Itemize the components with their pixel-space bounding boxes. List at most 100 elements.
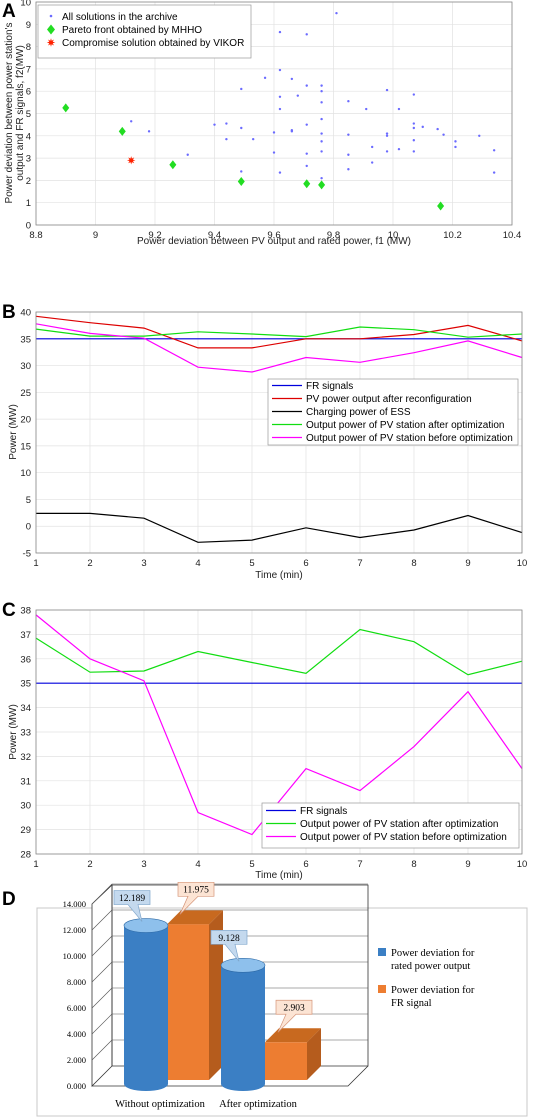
- y-tick-label: 8: [26, 42, 31, 53]
- bar-front-fr: [167, 924, 209, 1080]
- y-tick-label: 10.000: [63, 951, 86, 961]
- series-line-ess: [36, 512, 523, 543]
- panel-a: A 8.8 9 9.2 9.4 9.6 9.8 10 10.2 10.4 0 1 2 3 4 5 6 7 8 9 10…: [2, 0, 521, 247]
- x-tick-label: 9: [93, 230, 98, 241]
- data-label-callout-rated: [210, 929, 248, 962]
- x-tick-label: 9.2: [148, 230, 161, 241]
- data-label-callout-fr: [177, 881, 215, 915]
- side-gridline: [91, 1013, 113, 1035]
- y-tick-label: 10: [20, 0, 31, 9]
- y-tick-label: 35: [20, 679, 31, 690]
- pareto-point: [437, 201, 445, 211]
- archive-point: [278, 68, 282, 72]
- archive-point: [305, 152, 308, 155]
- archive-point: [442, 133, 445, 136]
- archive-point: [240, 87, 243, 91]
- bar-top-rated: [220, 958, 266, 973]
- side-gridline: [91, 987, 113, 1009]
- archive-point: [290, 130, 294, 133]
- archive-point: [278, 107, 282, 111]
- archive-point: [347, 153, 350, 156]
- archive-point: [240, 170, 243, 173]
- y-tick-label: 5: [26, 109, 31, 120]
- y-tick-label: 8.000: [67, 977, 86, 987]
- plot-frame: [35, 609, 523, 855]
- plot-frame: [35, 1, 513, 226]
- archive-point: [305, 123, 308, 126]
- series-line-before: [35, 614, 523, 836]
- legend: Power deviation for rated power output P…: [378, 948, 475, 1009]
- data-label-rated: 9.128: [218, 934, 240, 944]
- y-tick-label: 15: [20, 441, 31, 452]
- bar-top-fr: [167, 910, 223, 925]
- side-gridline: [91, 909, 113, 931]
- legend-label-before: Output power of PV station before optimi…: [306, 433, 513, 444]
- y-tick-label: 29: [20, 825, 31, 836]
- y-tick-label: 35: [20, 334, 31, 345]
- axis-ticks: 8.8 9 9.2 9.4 9.6 9.8 10 10.2 10.4 0 1 2 3 4 5 6 7 8 9 10: [20, 0, 521, 241]
- legend-label-fr-line-1: Power deviation for: [391, 985, 475, 996]
- legend-label-after: Output power of PV station after optimiz…: [306, 420, 504, 431]
- pareto-point: [62, 103, 70, 113]
- archive-point: [278, 30, 282, 34]
- legend-label-fr: FR signals: [306, 381, 353, 392]
- plot-frame: [35, 311, 523, 554]
- y-tick-label: -5: [23, 549, 31, 560]
- archive-point: [296, 94, 299, 97]
- x-tick-label: 5: [249, 558, 254, 569]
- archive-point: [365, 107, 368, 111]
- legend-box: [267, 378, 519, 446]
- legend-marker-vikor: [46, 38, 56, 47]
- pareto-point: [318, 180, 326, 190]
- bar-top-fr: [265, 1028, 321, 1043]
- y-tick-label: 4.000: [67, 1029, 86, 1039]
- plot-grid: [35, 1, 513, 226]
- archive-point: [272, 131, 276, 134]
- legend-label-rated-line-2: rated power output: [391, 961, 470, 972]
- series-line-before: [35, 323, 523, 373]
- archive-point: [272, 151, 276, 154]
- side-gridline: [91, 935, 113, 957]
- y-tick-label: 12.000: [63, 925, 86, 935]
- y-tick-label: 1: [26, 198, 31, 209]
- archive-point: [421, 125, 424, 129]
- x-tick-label: 10: [517, 558, 528, 569]
- y-tick-label: 2.000: [67, 1055, 86, 1065]
- archive-point: [385, 88, 389, 92]
- archive-point: [320, 132, 323, 135]
- legend-label-vikor: Compromise solution obtained by VIKOR: [62, 38, 244, 49]
- pareto-point: [169, 160, 177, 170]
- x-tick-label: 9: [465, 859, 470, 870]
- archive-point: [278, 171, 282, 174]
- chart-marks: [62, 11, 496, 211]
- y-tick-label: 6: [26, 87, 31, 98]
- axis-ticks: 0.000 2.000 4.000 6.000 8.000 10.000 12.000 14.…: [63, 899, 86, 1091]
- panel-label-c: C: [2, 600, 16, 621]
- y-tick-label: 14.000: [63, 899, 86, 909]
- x-tick-label: 6: [303, 558, 308, 569]
- archive-point: [320, 101, 323, 104]
- chart-marks: [35, 315, 523, 543]
- archive-point: [225, 122, 228, 125]
- x-tick-label: 6: [303, 859, 308, 870]
- archive-point: [240, 126, 243, 130]
- data-label-rated: 12.189: [119, 894, 145, 904]
- side-gridline: [91, 961, 113, 983]
- bar-body-rated: [124, 925, 168, 1091]
- archive-point: [412, 150, 416, 153]
- vikor-point: [127, 156, 136, 165]
- y-axis-label: Power (MW): [8, 704, 19, 760]
- archive-point: [412, 122, 416, 125]
- archive-point: [335, 11, 338, 15]
- x-tick-label: 10.2: [443, 230, 462, 241]
- x-tick-label: 7: [357, 558, 362, 569]
- archive-point: [251, 137, 255, 141]
- archive-point: [263, 76, 267, 80]
- panel-label-b: B: [2, 302, 16, 323]
- data-label-callout-fr: [275, 999, 313, 1033]
- archive-point: [478, 134, 481, 137]
- y-tick-label: 36: [20, 654, 31, 665]
- archive-point: [436, 127, 439, 131]
- archive-point: [492, 149, 496, 152]
